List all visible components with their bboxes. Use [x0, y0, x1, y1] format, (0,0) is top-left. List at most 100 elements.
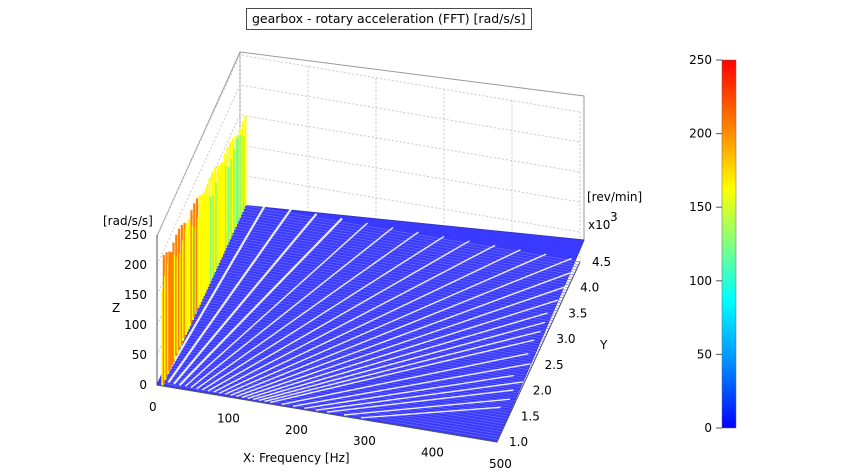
x-tick-1: 100: [217, 411, 240, 425]
y-tick-labels: 1.0 1.5 2.0 2.5 3.0 3.5 4.0 4.5: [509, 255, 611, 449]
surface-line: [189, 320, 527, 379]
surface-line: [183, 333, 521, 391]
order-line-30: [326, 389, 514, 413]
colorbar: [721, 59, 737, 429]
surface-line: [213, 269, 551, 327]
x-tick-2: 200: [285, 423, 308, 437]
grid-line-z-1: [156, 174, 581, 356]
order-line-2: [167, 208, 292, 384]
order-line-10: [213, 244, 496, 393]
surface-line: [197, 302, 536, 361]
surface-line: [218, 256, 557, 314]
y-tick-5: 3.5: [568, 306, 587, 320]
z-tick-3: 150: [124, 288, 147, 302]
order-line-16: [247, 299, 559, 400]
surface-line: [230, 230, 569, 289]
z-tick-0: 0: [139, 378, 147, 392]
surface-line: [185, 328, 524, 386]
surface-line: [215, 264, 553, 322]
surface-line: [177, 346, 515, 404]
surface-line: [214, 266, 552, 325]
surface-line: [175, 351, 513, 409]
order-line-3: [173, 213, 318, 385]
order-line-13: [230, 257, 572, 396]
order-line-6: [190, 226, 394, 389]
grid-line-z-5: [156, 54, 581, 236]
z-tick-2: 100: [124, 318, 147, 332]
y-tick-7: 4.5: [592, 255, 611, 269]
order-lines: [161, 203, 572, 419]
x-axis-label: X: Frequency [Hz]: [243, 451, 350, 465]
y-tick-1: 1.5: [521, 409, 540, 423]
z-tick-1: 50: [132, 348, 147, 362]
surface-line: [216, 261, 554, 319]
surface-line: [167, 367, 506, 425]
order-line-20: [270, 339, 535, 404]
axis-lines: [156, 235, 581, 443]
order-line-9: [207, 240, 470, 392]
surface-line: [171, 359, 509, 417]
y-axis-multiplier-exponent: 3: [610, 210, 618, 224]
surface-line: [229, 233, 568, 291]
x-axis-line: [156, 384, 498, 443]
z-tick-5: 250: [124, 228, 147, 242]
z-tick-labels: 0 50 100 150 200 250: [124, 228, 147, 392]
y-tick-3: 2.5: [545, 358, 564, 372]
order-line-4: [178, 217, 343, 386]
surface-line: [235, 220, 573, 278]
y-tick-4: 3.0: [556, 332, 575, 346]
x-tick-5: 500: [489, 457, 512, 471]
chart-title: gearbox - rotary acceleration (FFT) [rad…: [246, 8, 532, 30]
surface-line: [224, 243, 563, 301]
surface-line: [205, 284, 544, 343]
y-axis-line: [496, 261, 581, 443]
y-tick-0: 1.0: [509, 435, 528, 449]
colorbar-tick-5: 250: [689, 53, 712, 67]
colorbar-tick-4: 200: [689, 127, 712, 141]
colorbar-tick-labels: 0 50 100 150 200 250: [689, 53, 722, 435]
surface-line: [231, 228, 570, 286]
surface-line: [204, 287, 543, 345]
order-line-33: [343, 398, 511, 416]
surface-line: [173, 354, 512, 412]
surface-line: [237, 215, 576, 273]
y-tick-2: 2.0: [533, 384, 552, 398]
order-line-15: [241, 286, 566, 399]
order-line-7: [196, 231, 419, 390]
surface-line: [195, 307, 533, 366]
order-line-1: [161, 203, 267, 382]
order-line-36: [360, 406, 501, 419]
surface-line: [236, 217, 575, 276]
x-tick-0: 0: [149, 400, 157, 414]
order-line-12: [224, 253, 547, 395]
surface-line: [192, 313, 531, 371]
surface-line: [163, 377, 501, 435]
grid-line-z-3: [156, 114, 581, 296]
y-axis-multiplier: x10: [588, 218, 610, 232]
z-axis-unit: [rad/s/s]: [103, 214, 153, 228]
x-tick-labels: 0 100 200 300 400 500: [149, 400, 512, 471]
colorbar-tick-2: 100: [689, 274, 712, 288]
surface-line: [239, 212, 577, 271]
surface-line: [178, 343, 517, 402]
order-line-24: [292, 363, 531, 408]
surface-line: [165, 372, 503, 430]
surface-line: [210, 274, 549, 332]
x-tick-3: 300: [353, 434, 376, 448]
x-tick-4: 400: [421, 446, 444, 460]
order-line-17: [253, 312, 548, 401]
surface-line: [170, 361, 508, 420]
surface-line: [220, 253, 558, 312]
surface-line: [242, 205, 581, 263]
colorbar-tick-3: 150: [689, 200, 712, 214]
colorbar-tick-0: 0: [704, 421, 712, 435]
order-line-28: [315, 381, 524, 411]
z-tick-4: 200: [124, 258, 147, 272]
surface-line: [233, 225, 571, 283]
order-line-11: [219, 249, 521, 394]
colorbar-tick-1: 50: [697, 347, 712, 361]
order-line-18: [258, 321, 546, 402]
z-axis-label: Z: [112, 301, 120, 315]
surface-line: [181, 338, 519, 397]
